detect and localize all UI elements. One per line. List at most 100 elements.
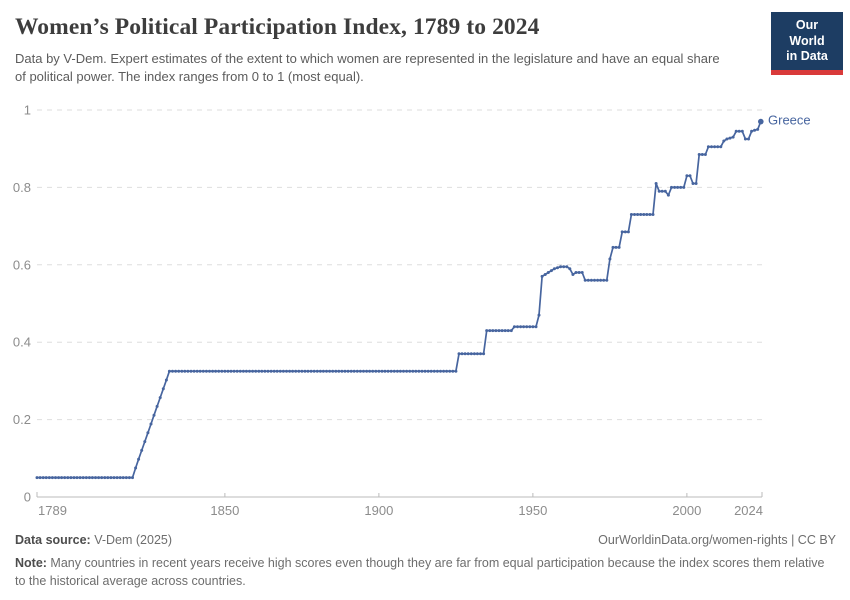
series-point bbox=[402, 369, 405, 373]
y-axis-tick-label: 0.4 bbox=[13, 335, 31, 350]
series-point bbox=[571, 273, 575, 276]
series-point bbox=[54, 476, 57, 480]
series-point bbox=[124, 476, 128, 480]
series-point bbox=[408, 369, 412, 373]
series-point bbox=[226, 369, 230, 373]
series-point bbox=[670, 185, 673, 189]
series-point bbox=[565, 265, 569, 269]
series-point bbox=[291, 369, 295, 373]
y-axis-tick-label: 0 bbox=[24, 490, 31, 505]
series-point bbox=[543, 273, 547, 276]
series-point bbox=[602, 278, 606, 282]
series-point bbox=[626, 230, 630, 234]
series-point bbox=[72, 476, 76, 480]
series-point bbox=[90, 476, 94, 480]
series-point bbox=[263, 369, 267, 373]
series-point bbox=[63, 476, 67, 480]
series-point bbox=[127, 476, 131, 480]
series-point bbox=[700, 153, 704, 156]
series-point bbox=[374, 369, 378, 373]
series-point bbox=[642, 213, 646, 216]
series-point bbox=[164, 378, 168, 382]
series-point bbox=[112, 476, 116, 480]
series-point bbox=[596, 278, 600, 282]
series-point bbox=[57, 476, 61, 480]
series-point bbox=[201, 369, 205, 373]
series-point bbox=[448, 369, 452, 373]
series-point bbox=[454, 369, 458, 373]
series-point bbox=[663, 189, 667, 193]
data-source-label: Data source: bbox=[15, 533, 91, 547]
series-point bbox=[257, 369, 261, 373]
series-point bbox=[623, 230, 627, 234]
series-point bbox=[725, 137, 729, 141]
series-point bbox=[75, 476, 79, 480]
series-point bbox=[192, 369, 196, 373]
series-point bbox=[629, 213, 633, 216]
series-point bbox=[423, 369, 427, 373]
series-point bbox=[278, 369, 282, 373]
series-point bbox=[362, 369, 365, 373]
series-point bbox=[229, 369, 233, 373]
series-point bbox=[377, 369, 381, 373]
series-point bbox=[100, 476, 104, 480]
series-point bbox=[84, 476, 88, 480]
series-point bbox=[710, 145, 713, 149]
series-point bbox=[398, 369, 402, 373]
series-point bbox=[651, 213, 655, 216]
series-point bbox=[497, 329, 501, 333]
series-point bbox=[414, 369, 418, 373]
series-point bbox=[303, 369, 307, 373]
series-point bbox=[466, 352, 470, 356]
series-point bbox=[198, 369, 202, 373]
series-point bbox=[340, 369, 344, 373]
line-chart: 00.20.40.60.81 1789 1850 1900 1950 2000 2024 … bbox=[13, 103, 811, 519]
x-axis-tick-label: 1950 bbox=[518, 503, 547, 518]
series-point bbox=[633, 213, 636, 216]
series-point bbox=[482, 352, 486, 356]
series-point bbox=[177, 369, 181, 373]
series-point bbox=[519, 325, 523, 329]
x-axis-tick-label: 2000 bbox=[672, 503, 701, 518]
series-point bbox=[657, 189, 661, 193]
series-point bbox=[432, 369, 436, 373]
series-point bbox=[380, 369, 384, 373]
chart-subtitle: Data by V-Dem. Expert estimates of the e… bbox=[15, 51, 720, 85]
series-point bbox=[457, 352, 461, 356]
attribution-link[interactable]: OurWorldinData.org/women-rights | CC BY bbox=[598, 533, 836, 547]
series-point bbox=[294, 369, 298, 373]
series-point bbox=[682, 185, 686, 189]
series-point bbox=[420, 369, 424, 373]
series-point bbox=[516, 325, 519, 329]
series-point bbox=[750, 129, 754, 133]
series-point bbox=[740, 129, 744, 133]
series-point bbox=[183, 369, 187, 373]
series-point bbox=[679, 185, 683, 189]
series-point bbox=[512, 325, 516, 329]
series-point bbox=[614, 245, 618, 249]
x-axis-tick-label: 1850 bbox=[210, 503, 239, 518]
series-point bbox=[442, 369, 446, 373]
series-point bbox=[97, 476, 101, 480]
series-point bbox=[158, 396, 162, 400]
series-point bbox=[506, 329, 510, 333]
series-point bbox=[281, 369, 285, 373]
series-point bbox=[337, 369, 341, 373]
entity-label-greece[interactable]: Greece bbox=[768, 113, 811, 128]
series-point bbox=[334, 369, 338, 373]
greece-series-line[interactable] bbox=[35, 118, 764, 480]
series-point bbox=[537, 313, 541, 317]
series-point bbox=[617, 245, 621, 249]
series-point bbox=[645, 213, 649, 216]
series-point bbox=[254, 369, 258, 373]
series-point bbox=[94, 476, 97, 480]
series-point bbox=[241, 369, 245, 373]
series-point bbox=[673, 185, 677, 189]
series-point bbox=[475, 352, 479, 356]
series-path[interactable] bbox=[36, 120, 762, 479]
series-point bbox=[331, 369, 335, 373]
series-point bbox=[534, 325, 538, 329]
x-axis-tick-label: 1789 bbox=[38, 503, 67, 518]
series-point bbox=[358, 369, 362, 373]
series-point bbox=[81, 476, 85, 480]
